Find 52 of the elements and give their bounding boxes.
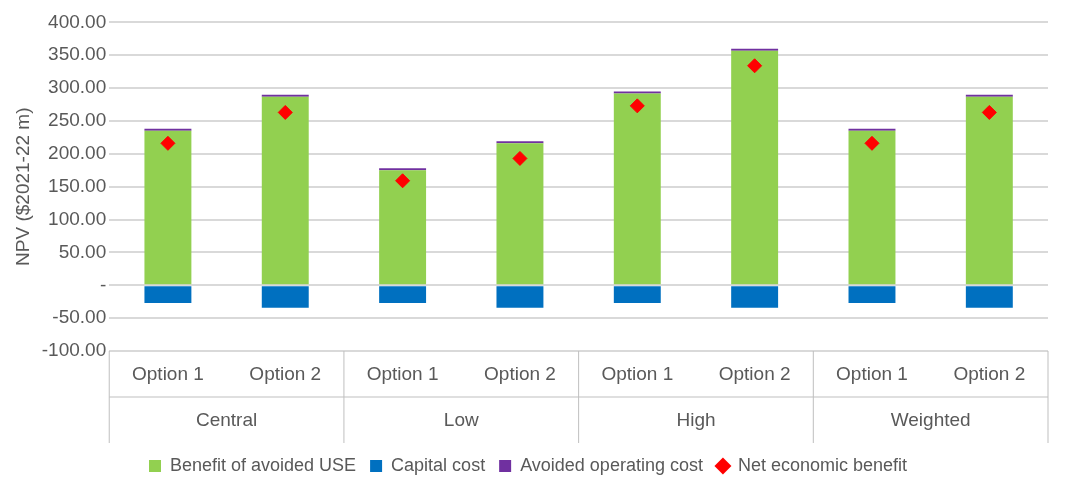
point (277, 104, 293, 120)
x-tick-label: Option 2 (249, 362, 322, 384)
bar (613, 286, 661, 304)
y-tick-label: 350.00 (48, 43, 107, 65)
y-axis-title: NPV ($2021-22 m) (11, 107, 33, 266)
point (864, 135, 880, 151)
y-tick-label: 50.00 (58, 240, 107, 262)
point (981, 104, 997, 120)
bar (965, 286, 1013, 308)
x-tick-label: Option 1 (836, 362, 908, 384)
bar (848, 286, 896, 304)
bar (379, 170, 427, 285)
text: Low (443, 409, 479, 431)
bar (965, 96, 1013, 285)
text: Weighted (890, 409, 971, 431)
point (747, 58, 763, 74)
x-tick-label: Option 1 (601, 362, 674, 384)
bar (144, 130, 192, 285)
point (629, 98, 645, 114)
y-tick-label: 400.00 (48, 10, 107, 32)
x-tick-label: Option 2 (718, 362, 791, 384)
point (160, 135, 176, 151)
y-tick-label: - (99, 273, 107, 295)
bar (731, 50, 779, 285)
y-tick-label: -100.00 (41, 339, 107, 361)
legend-label: Capital cost (391, 454, 486, 475)
bar (496, 143, 544, 285)
bar (731, 286, 779, 308)
bar (496, 286, 544, 308)
bar (848, 130, 896, 285)
y-tick-label: 150.00 (48, 174, 107, 196)
legend-label: Avoided operating cost (520, 454, 703, 475)
legend-label: Benefit of avoided USE (169, 454, 357, 475)
point (512, 150, 528, 166)
bar (613, 93, 661, 285)
y-tick-label: 300.00 (48, 76, 107, 98)
x-tick-label: Option 2 (484, 362, 556, 384)
point (395, 173, 411, 189)
bar (379, 286, 427, 304)
x-tick-label: Option 1 (366, 362, 439, 384)
x-tick-label: Option 1 (132, 362, 204, 384)
legend-label: Net economic benefit (737, 454, 908, 475)
y-tick-label: 250.00 (48, 109, 107, 131)
text: Central (195, 409, 258, 431)
y-tick-label: 200.00 (48, 142, 107, 164)
bar (261, 286, 309, 308)
y-tick-label: 100.00 (48, 207, 107, 229)
x-tick-label: Option 2 (953, 362, 1026, 384)
text: High (676, 409, 716, 431)
y-tick-label: -50.00 (52, 306, 107, 328)
bar (261, 96, 309, 285)
bar (144, 286, 192, 304)
